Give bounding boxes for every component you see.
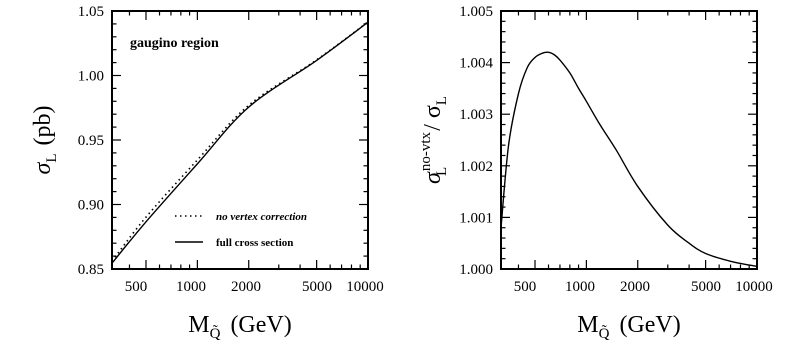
right-xlabel-symbol: M	[577, 312, 598, 338]
left-ytick-label: 0.90	[78, 198, 104, 214]
left-ytick-label: 0.95	[78, 133, 104, 149]
series-line-full-cross-section	[111, 21, 369, 264]
left-ylabel-sub: L	[44, 153, 60, 162]
right-y-axis-title: σno-vtxL/ σL	[418, 96, 450, 184]
right-panel: 1.005 1.004 1.003 1.002 1.001 1.000 500 …	[418, 4, 773, 340]
right-ylabel-den-sub: L	[434, 96, 450, 105]
right-xtick-label: 500	[514, 279, 537, 295]
right-ylabel-sup: no-vtx	[418, 131, 434, 171]
right-ytick-label: 1.004	[459, 56, 493, 72]
right-ytick-label: 1.001	[459, 210, 493, 226]
left-panel: 1.05 1.00 0.95 0.90 0.85 500 1000 2000 5…	[30, 4, 384, 340]
left-xlabel-sub: Q̃	[210, 325, 221, 340]
left-ytick-label: 0.85	[78, 262, 104, 278]
right-xtick-label: 5000	[691, 279, 721, 295]
left-xtick-label: 10000	[346, 279, 384, 295]
left-xlabel-symbol: M	[188, 312, 209, 338]
right-xtick-label: 1000	[565, 279, 595, 295]
right-ytick-label: 1.002	[459, 159, 493, 175]
right-xtick-label: 10000	[735, 279, 773, 295]
left-x-axis-title: MQ̃ (GeV)	[188, 312, 292, 340]
right-ylabel-sub: L	[434, 167, 450, 176]
right-plot-frame	[500, 10, 758, 270]
left-y-axis-title: σL (pb)	[30, 106, 60, 175]
right-x-axis-title: MQ̃ (GeV)	[577, 312, 681, 340]
right-xlabel-unit: (GeV)	[619, 312, 680, 338]
left-xtick-label: 500	[125, 279, 148, 295]
right-ytick-label: 1.003	[459, 107, 493, 123]
legend-label-full-cross-section: full cross section	[216, 237, 293, 249]
svg-text:σno-vtxL/ σL: σno-vtxL/ σL	[418, 96, 450, 184]
right-xtick-label: 2000	[620, 279, 650, 295]
series-line-no-vertex-correction	[111, 21, 369, 262]
left-xtick-label: 1000	[176, 279, 206, 295]
series-line-ratio	[500, 51, 758, 268]
left-ylabel-unit: (pb)	[30, 106, 56, 146]
left-annotation: gaugino region	[130, 36, 219, 51]
left-ytick-label: 1.05	[78, 4, 104, 20]
left-xlabel-unit: (GeV)	[230, 312, 291, 338]
right-ylabel-den: / σ	[420, 105, 446, 131]
left-ylabel-symbol: σ	[30, 162, 56, 175]
left-ticks	[112, 10, 369, 270]
svg-text:σL(pb): σL (pb)	[30, 106, 60, 175]
right-ytick-label: 1.005	[459, 4, 493, 20]
left-xtick-label: 5000	[302, 279, 332, 295]
right-ytick-label: 1.000	[459, 262, 493, 278]
right-ticks	[501, 10, 758, 270]
legend-label-no-vertex-correction: no vertex correction	[216, 211, 307, 223]
right-xlabel-sub: Q̃	[599, 325, 610, 340]
left-xtick-label: 2000	[231, 279, 261, 295]
right-ylabel-symbol: σ	[420, 171, 446, 184]
legend: no vertex correction full cross section	[175, 211, 307, 249]
left-ytick-label: 1.00	[78, 69, 104, 85]
